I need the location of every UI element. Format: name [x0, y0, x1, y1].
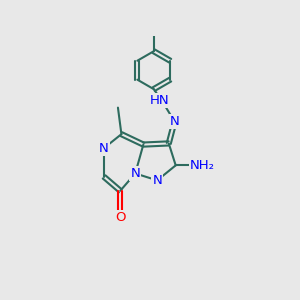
Text: O: O [115, 211, 125, 224]
Text: N: N [170, 115, 179, 128]
Text: N: N [152, 174, 162, 187]
Text: HN: HN [150, 94, 169, 107]
Text: N: N [99, 142, 109, 154]
Text: NH₂: NH₂ [190, 159, 215, 172]
Text: N: N [130, 167, 140, 180]
